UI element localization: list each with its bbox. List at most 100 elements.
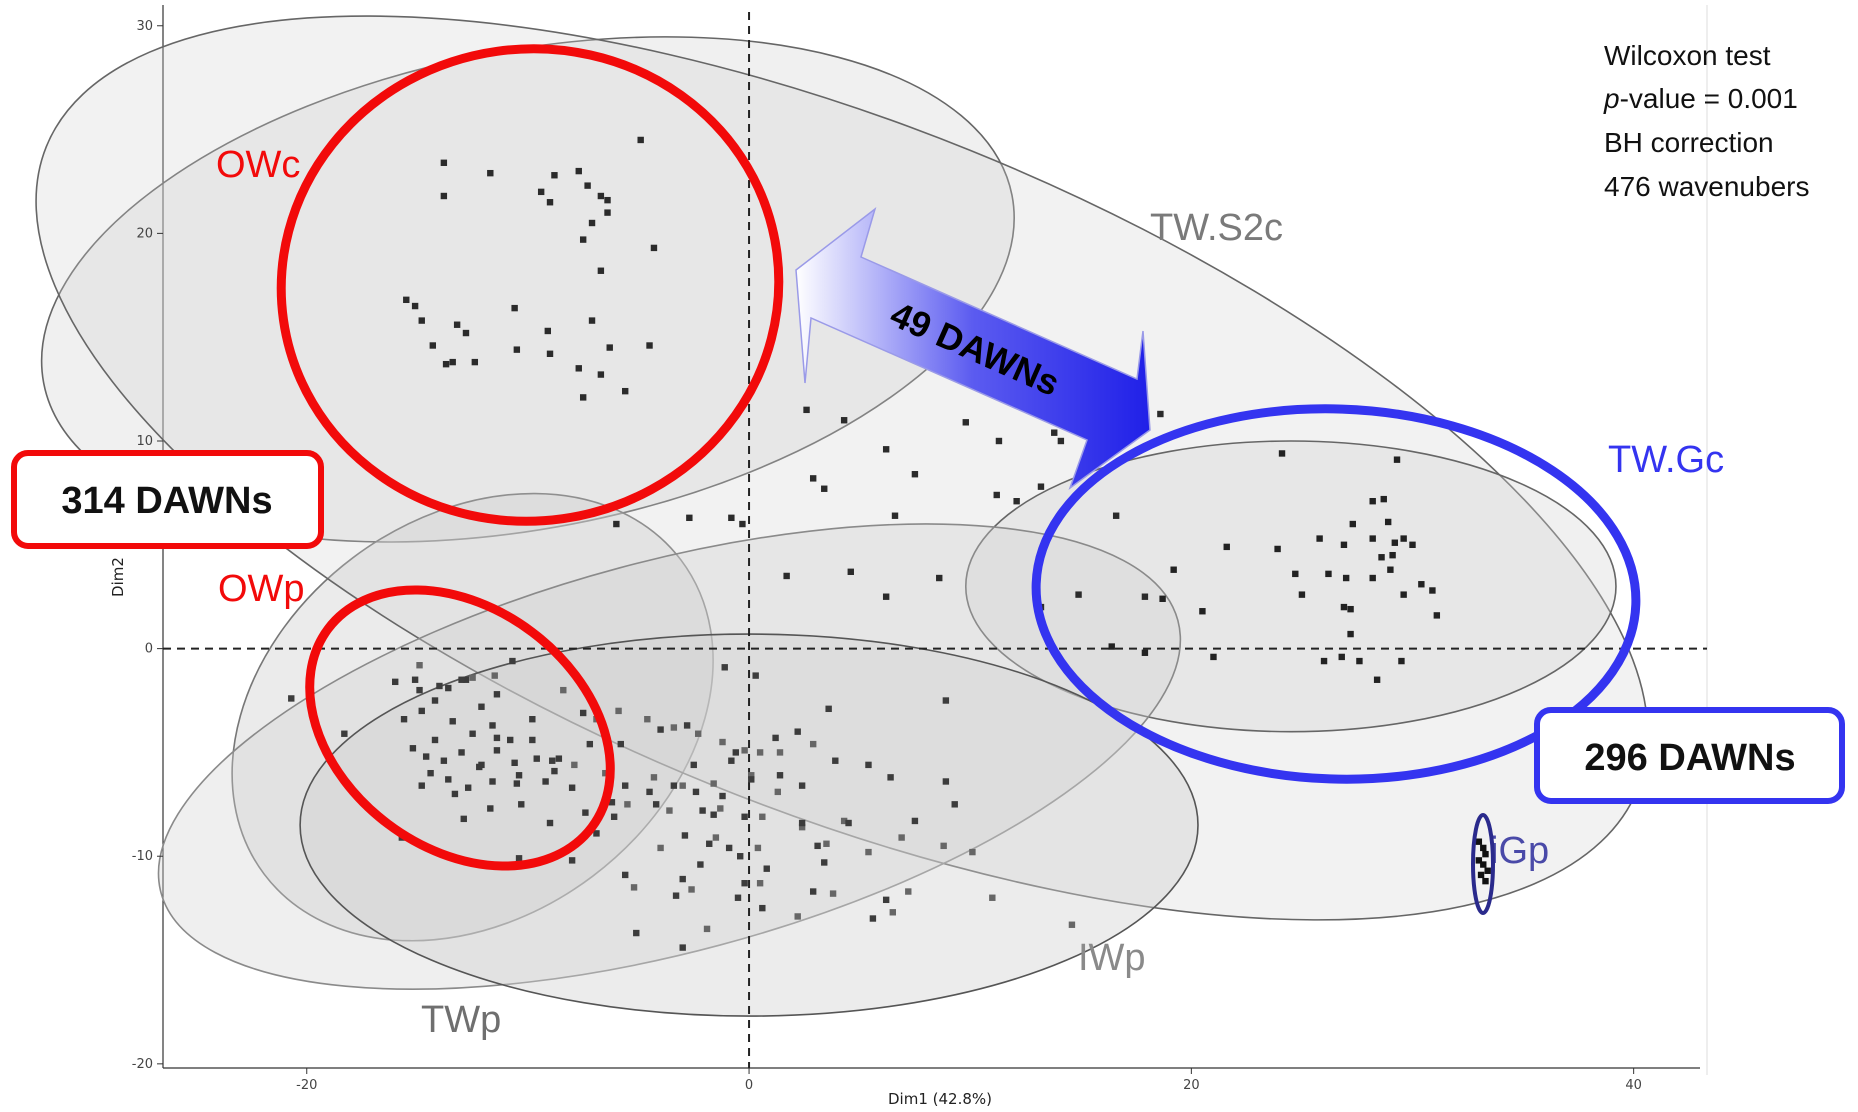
point-tws2c <box>1112 512 1120 519</box>
point-twgc <box>1369 498 1376 505</box>
point-owp <box>460 815 467 823</box>
point-twgc <box>1316 535 1323 542</box>
group-label-owp: OWp <box>218 568 305 610</box>
point-twgc <box>1347 605 1354 613</box>
point-owc <box>637 136 644 144</box>
y-tick-label: 20 <box>136 226 153 241</box>
double-arrow-icon <box>795 206 1151 491</box>
point-iwp <box>679 782 686 789</box>
point-iwp <box>889 909 896 916</box>
x-tick-label: 20 <box>1183 1078 1200 1093</box>
point-twp <box>721 664 728 671</box>
point-iwp <box>469 674 476 681</box>
point-twgc <box>1418 581 1425 588</box>
x-tick-label: 40 <box>1625 1078 1642 1093</box>
group-label-twgc: TW.Gc <box>1608 439 1724 481</box>
point-owp <box>445 776 452 783</box>
point-owc <box>597 371 605 378</box>
point-twp <box>509 657 516 665</box>
point-owc <box>487 169 494 177</box>
point-tws2c <box>809 475 817 482</box>
point-twp <box>821 859 828 866</box>
point-owc <box>579 394 587 401</box>
highlight-ring-twgc <box>1031 404 1641 784</box>
point-twgc <box>1340 541 1348 549</box>
point-iwp <box>776 749 784 756</box>
point-owp <box>489 722 496 729</box>
point-twp <box>288 695 295 702</box>
group-label-owc: OWc <box>216 144 300 186</box>
stats-line-1: Wilcoxon test <box>1604 40 1771 71</box>
point-twp <box>416 686 423 694</box>
y-tick-label: 0 <box>145 642 153 657</box>
callout-right: 296 DAWNs <box>1534 707 1845 804</box>
point-iwp <box>657 844 664 852</box>
point-owc <box>449 358 456 366</box>
point-iwp <box>865 848 872 856</box>
point-tws2c <box>1141 593 1149 600</box>
point-iwp <box>989 894 996 901</box>
point-tws2c <box>739 520 746 528</box>
stats-annotation: Wilcoxon test p-value = 0.001 BH correct… <box>1603 40 1809 202</box>
point-owp <box>392 678 399 686</box>
point-twp <box>710 811 717 818</box>
point-twgc <box>1325 570 1332 578</box>
point-twp <box>670 782 678 789</box>
point-twp <box>752 672 759 679</box>
point-owp <box>440 757 448 764</box>
point-twp <box>568 857 576 864</box>
point-owp <box>478 761 485 769</box>
point-twp <box>814 842 821 850</box>
point-twp <box>732 749 739 756</box>
point-iwp <box>630 884 638 891</box>
stats-p-value: -value = 0.001 <box>1620 83 1798 114</box>
point-owp <box>427 769 434 777</box>
point-twp <box>579 709 587 717</box>
point-twp <box>672 892 680 899</box>
point-owp <box>422 753 430 760</box>
point-igp <box>1480 861 1487 868</box>
stats-p-italic: p <box>1603 83 1620 114</box>
point-twp <box>681 832 689 839</box>
point-twp <box>942 697 950 704</box>
point-tws2c <box>840 417 848 424</box>
x-axis-title: Dim1 (42.8%) <box>888 1090 992 1108</box>
point-owp <box>582 809 589 816</box>
point-owc <box>442 360 450 368</box>
point-twp <box>794 728 801 735</box>
point-owc <box>646 342 653 349</box>
point-owc <box>403 296 410 304</box>
point-twgc <box>1349 520 1356 528</box>
callout-left: 314 DAWNs <box>11 450 324 549</box>
point-twgc <box>1274 545 1281 553</box>
point-iwp <box>719 738 726 746</box>
point-iwp <box>688 886 695 893</box>
point-iwp <box>823 840 830 847</box>
ellipse-twgc <box>964 440 1617 733</box>
point-owc <box>411 302 419 310</box>
point-twgc <box>1292 570 1299 578</box>
point-twp <box>436 682 443 690</box>
point-owp <box>515 772 523 779</box>
point-twp <box>887 774 894 781</box>
point-twgc <box>1393 456 1401 463</box>
point-iwp <box>905 888 912 895</box>
point-owc <box>440 159 448 166</box>
point-twp <box>610 813 618 820</box>
point-twp <box>622 782 629 789</box>
point-twp <box>809 888 817 895</box>
point-twp <box>734 894 742 901</box>
point-igp <box>1482 850 1489 858</box>
point-tws2c <box>1013 498 1020 505</box>
highlight-ring-owp <box>305 585 615 871</box>
point-owc <box>588 317 596 324</box>
highlight-ring-igp <box>1471 813 1495 915</box>
point-owp <box>593 830 600 837</box>
point-igp <box>1475 857 1483 864</box>
point-twp <box>652 801 660 808</box>
comparison-arrow: 49 DAWNs <box>795 206 1151 491</box>
point-tws2c <box>847 568 854 575</box>
group-labels: OWc OWp TW.S2c TW.Gc IWp TWp iGp <box>216 144 1724 1041</box>
point-twgc <box>1338 653 1345 661</box>
y-tick-label: 10 <box>136 434 153 449</box>
